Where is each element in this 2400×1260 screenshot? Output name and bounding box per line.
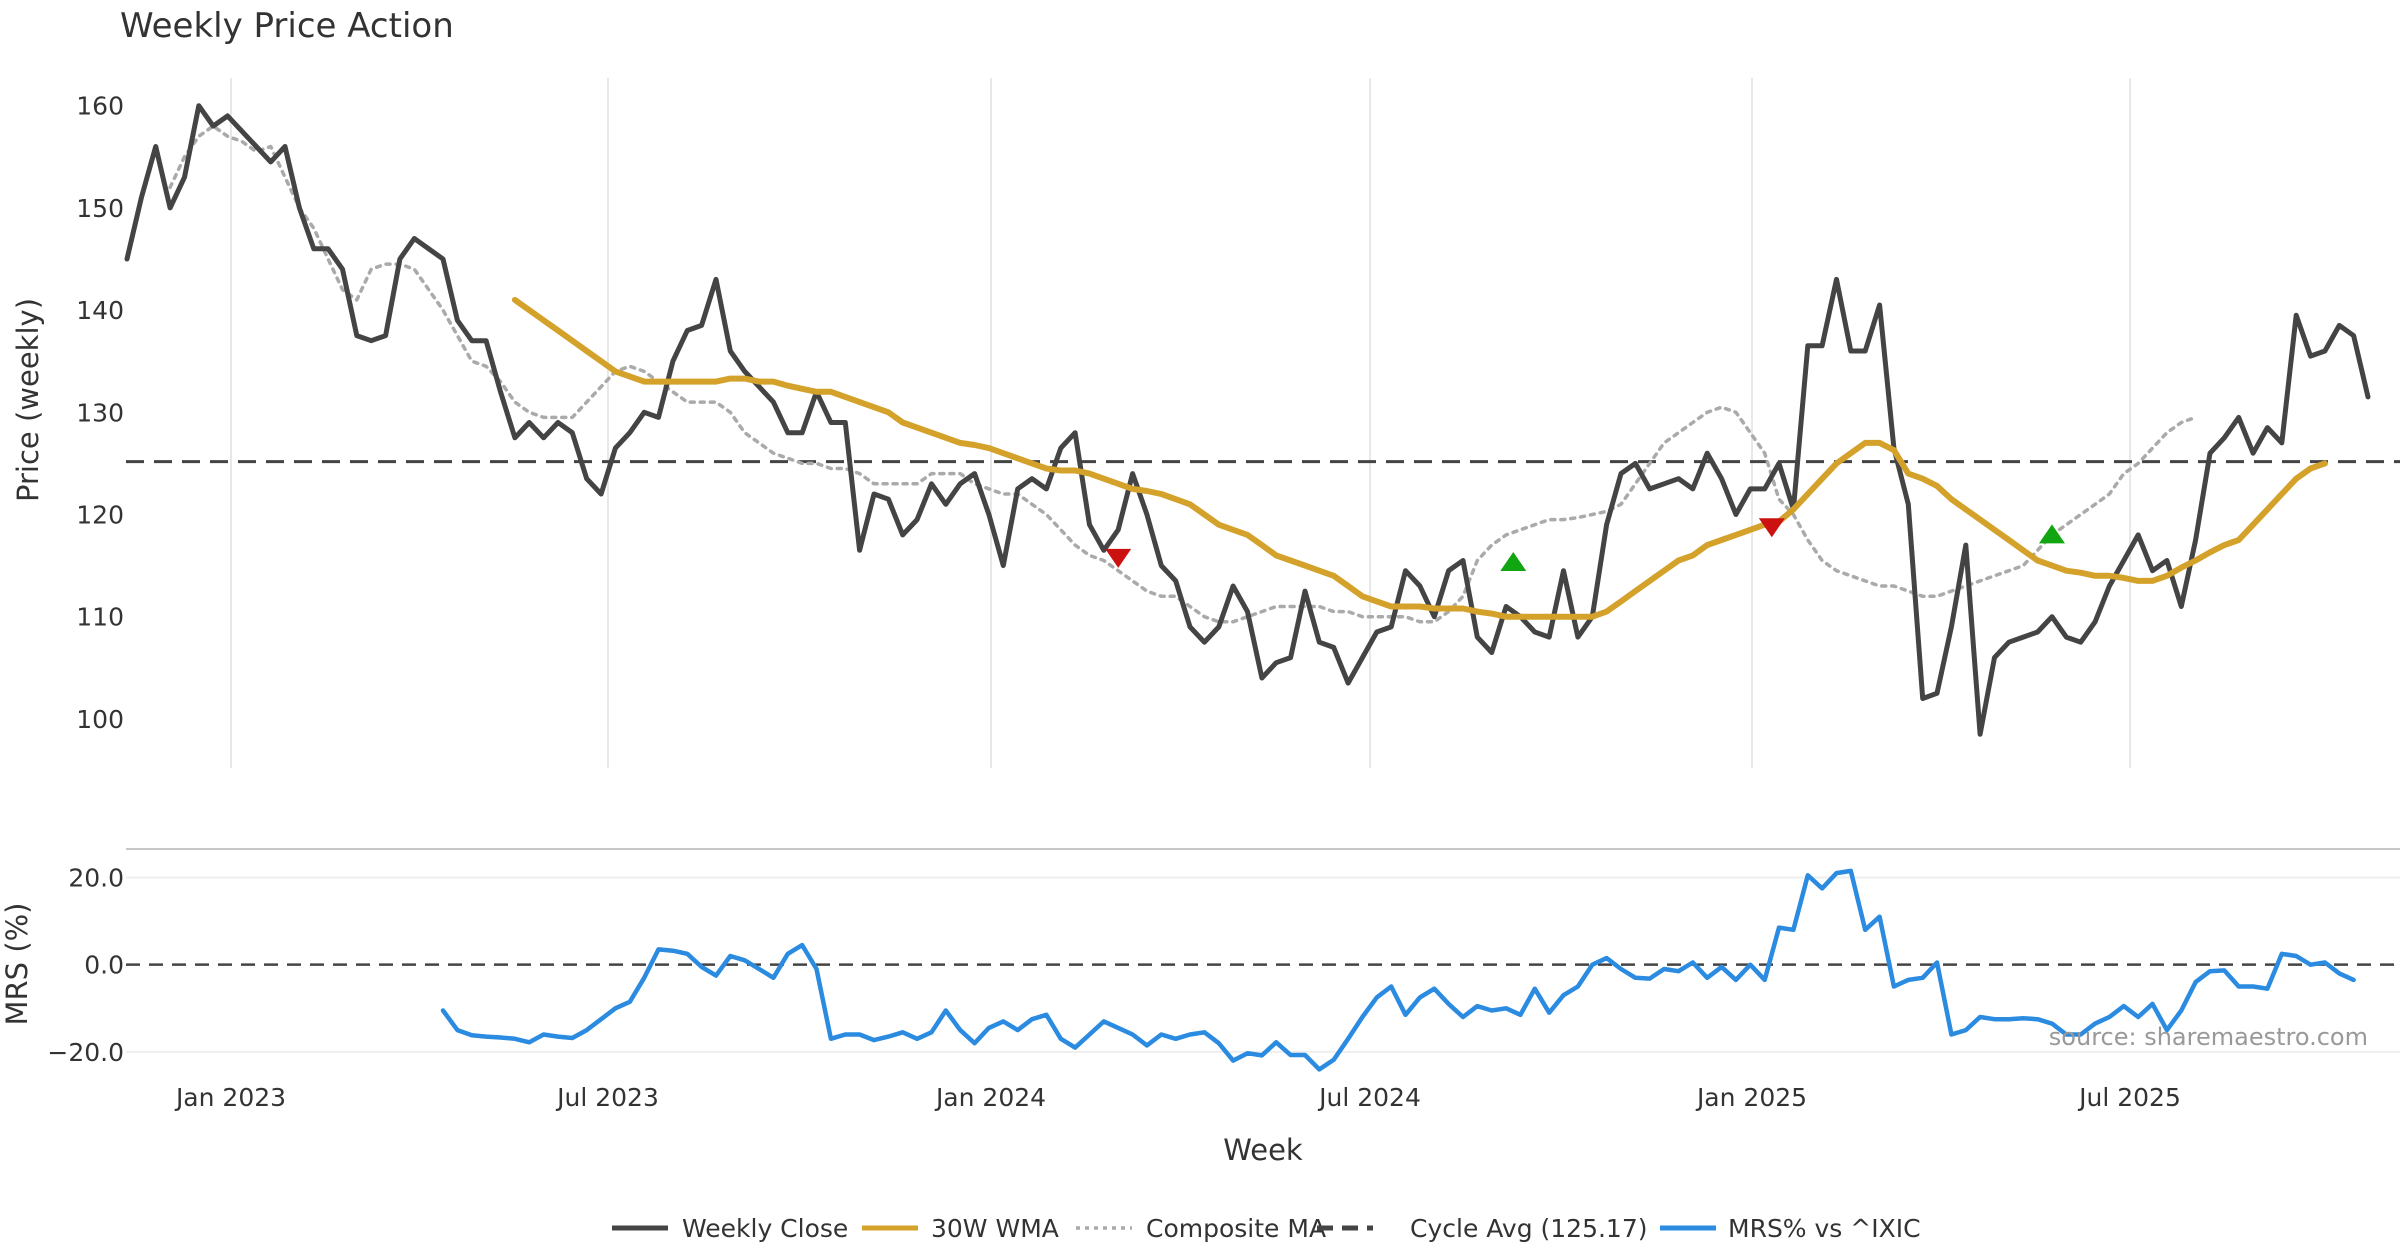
weekly-close-line (124, 103, 2371, 737)
x-axis-label: Week (1223, 1133, 1303, 1167)
buy-signal-marker (2038, 524, 2065, 544)
x-tick-label: Jul 2024 (1317, 1083, 1421, 1112)
price-y-tick-label: 130 (76, 398, 124, 427)
price-y-tick-label: 110 (76, 603, 124, 632)
legend-label: MRS% vs ^IXIC (1728, 1214, 1921, 1243)
price-y-tick-label: 120 (76, 500, 124, 529)
mrs-line (440, 868, 2356, 1072)
price-y-tick-label: 160 (76, 92, 124, 121)
x-tick-label: Jan 2025 (1695, 1083, 1807, 1112)
legend-label: Weekly Close (682, 1214, 848, 1243)
price-grid (230, 78, 2131, 768)
mrs-y-ticks: 20.0 0.0 −20.0 (47, 863, 124, 1066)
composite-ma-line (168, 124, 2198, 624)
price-y-axis-label: Price (weekly) (11, 298, 45, 502)
mrs-y-axis-label: MRS (%) (0, 903, 34, 1026)
mrs-series (440, 868, 2356, 1072)
x-tick-label: Jan 2023 (174, 1083, 286, 1112)
price-y-ticks: 100 110 120 130 140 150 160 (76, 92, 124, 734)
price-y-tick-label: 150 (76, 194, 124, 223)
buy-signal-marker (1500, 552, 1527, 572)
price-series (124, 103, 2400, 737)
legend-label: 30W WMA (931, 1214, 1059, 1243)
source-note: source: sharemaestro.com (2049, 1023, 2368, 1051)
wma-30w-line (511, 296, 2328, 620)
chart-title: Weekly Price Action (120, 6, 454, 46)
mrs-y-tick-label: 0.0 (84, 951, 124, 980)
price-y-tick-label: 140 (76, 296, 124, 325)
mrs-y-tick-label: 20.0 (68, 863, 124, 892)
legend-label: Cycle Avg (125.17) (1410, 1214, 1648, 1243)
legend: Weekly Close 30W WMA Composite MA Cycle Avg… (612, 1214, 1921, 1243)
x-ticks: Jan 2023 Jul 2023 Jan 2024 Jul 2024 Jan 2025… (174, 1083, 2181, 1112)
legend-label: Composite MA (1146, 1214, 1326, 1243)
x-tick-label: Jul 2023 (555, 1083, 659, 1112)
sell-signal-marker (1105, 548, 1132, 568)
sell-signal-marker (1758, 518, 1785, 538)
x-tick-label: Jan 2024 (934, 1083, 1046, 1112)
signal-markers (1105, 518, 2065, 572)
price-y-tick-label: 100 (76, 705, 124, 734)
x-tick-label: Jul 2025 (2077, 1083, 2181, 1112)
mrs-y-tick-label: −20.0 (47, 1038, 124, 1067)
